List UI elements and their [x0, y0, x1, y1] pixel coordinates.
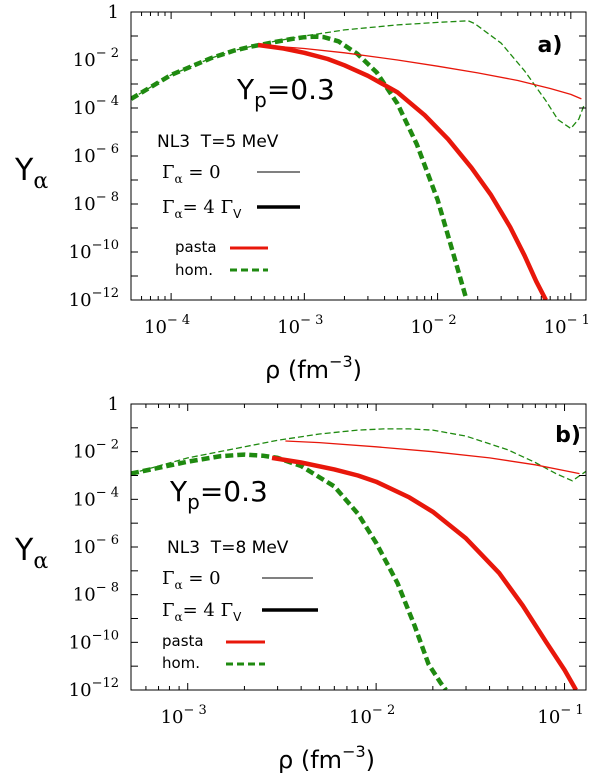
- x-tick-label-b: 10− 1: [537, 703, 583, 728]
- hom-thin-series-a: [131, 20, 585, 130]
- annotation-model-a: NL3 T=5 MeV: [157, 132, 279, 152]
- pasta-thin-series-b: [285, 440, 580, 475]
- ticks-a: [130, 11, 586, 301]
- y-tick-label-a: 10− 2: [73, 46, 119, 71]
- y-tick-label-b: 10− 6: [73, 533, 119, 558]
- pasta-thin-series-a: [258, 44, 582, 100]
- legend-entry-gamma0-a: Γα = 0: [162, 162, 221, 186]
- panel-label-a: a): [538, 33, 563, 58]
- x-tick-label-a: 10− 3: [277, 313, 323, 338]
- y-tick-label-a: 10− 8: [73, 190, 119, 215]
- x-tick-label-a: 10− 2: [410, 313, 456, 338]
- y-tick-label-a: 10−10: [69, 238, 119, 263]
- panel-a: 10− 4 10− 3 10− 2 10− 1 1 10− 2 10− 4 10− 6 10− …: [14, 2, 590, 384]
- legend-a: Γα = 0 Γα= 4 ΓV pasta hom.: [162, 162, 300, 279]
- x-tick-label-b: 10− 3: [161, 703, 207, 728]
- legend-entry-hom-b: hom.: [162, 654, 200, 672]
- annotation-model-b: NL3 T=8 MeV: [167, 538, 289, 558]
- pasta-thick-series-a: [257, 42, 548, 300]
- legend-entry-gamma0-b: Γα = 0: [162, 568, 221, 592]
- y-tick-label-b: 10− 2: [73, 438, 119, 463]
- x-tick-label-a: 10− 4: [144, 313, 190, 338]
- y-tick-label-b: 1: [108, 394, 119, 415]
- hom-thick-series-b: [131, 452, 448, 690]
- panel-label-b: b): [555, 423, 581, 448]
- y-axis-label-a: Yα: [14, 153, 48, 194]
- legend-entry-pasta-a: pasta: [175, 238, 217, 256]
- hom-thick-series-a: [131, 34, 469, 300]
- x-tick-label-a: 10− 1: [544, 313, 590, 338]
- ticks-b: [130, 403, 586, 691]
- tick-labels-b: 10− 3 10− 2 10− 1 1 10− 2 10− 4 10− 6 10− 8 10−1…: [69, 394, 584, 728]
- legend-entry-hom-a: hom.: [175, 261, 213, 279]
- x-axis-label-a: ρ (fm−3): [265, 352, 362, 384]
- x-tick-label-b: 10− 2: [349, 703, 395, 728]
- y-tick-label-a: 10−12: [69, 286, 119, 311]
- annotation-yp-a: Yp=0.3: [236, 73, 335, 112]
- annotation-yp-b: Yp=0.3: [169, 475, 268, 514]
- legend-entry-gamma4-a: Γα= 4 ΓV: [162, 197, 242, 221]
- y-tick-label-b: 10−12: [69, 676, 119, 701]
- y-tick-label-b: 10−10: [69, 628, 119, 653]
- y-tick-label-a: 10− 6: [73, 142, 119, 167]
- panel-b: 10− 3 10− 2 10− 1 1 10− 2 10− 4 10− 6 10− 8 10−1…: [14, 394, 587, 774]
- y-axis-label-b: Yα: [14, 533, 48, 574]
- series-group-a: [131, 20, 585, 300]
- legend-entry-gamma4-b: Γα= 4 ΓV: [162, 600, 242, 624]
- x-axis-label-b: ρ (fm−3): [278, 742, 375, 774]
- y-tick-label-a: 10− 4: [73, 94, 119, 119]
- y-tick-label-b: 10− 4: [73, 485, 119, 510]
- hom-thin-series-b: [131, 428, 586, 482]
- legend-b: Γα = 0 Γα= 4 ΓV pasta hom.: [162, 568, 318, 672]
- y-tick-label-b: 10− 8: [73, 581, 119, 606]
- legend-entry-pasta-b: pasta: [162, 632, 204, 650]
- tick-labels-a: 10− 4 10− 3 10− 2 10− 1 1 10− 2 10− 4 10− 6 10− …: [69, 2, 590, 338]
- series-group-b: [131, 428, 586, 690]
- y-tick-label-a: 1: [108, 2, 119, 23]
- pasta-thick-series-b: [271, 455, 578, 690]
